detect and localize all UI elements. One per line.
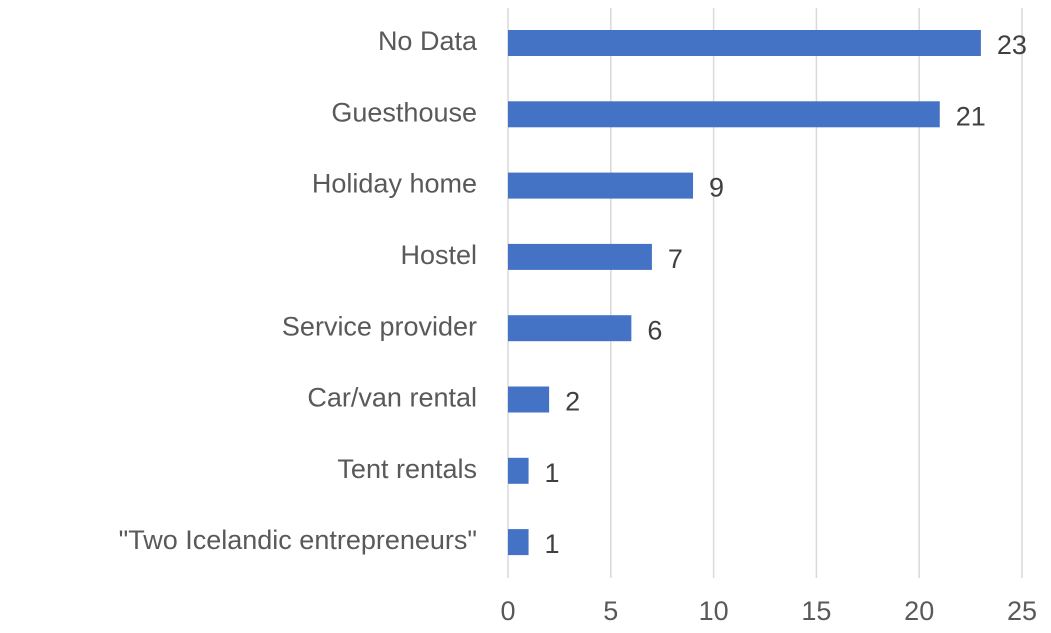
data-label: 21 bbox=[956, 101, 986, 131]
bar bbox=[508, 172, 694, 199]
data-label: 2 bbox=[565, 387, 580, 417]
x-tick-label: 10 bbox=[699, 596, 729, 626]
y-tick-label: Car/van rental bbox=[307, 383, 477, 413]
x-tick-label: 15 bbox=[801, 596, 831, 626]
bar bbox=[508, 30, 981, 56]
bar bbox=[508, 529, 529, 556]
y-tick-label: "Two Icelandic entrepreneurs" bbox=[119, 525, 477, 555]
y-tick-label: Tent rentals bbox=[337, 454, 477, 484]
y-tick-label: Hostel bbox=[400, 240, 477, 270]
y-tick-label: No Data bbox=[378, 26, 478, 56]
bar bbox=[508, 101, 940, 128]
bar bbox=[508, 243, 652, 270]
x-tick-label: 5 bbox=[603, 596, 618, 626]
x-tick-label: 25 bbox=[1007, 596, 1037, 626]
x-tick-label: 0 bbox=[500, 596, 515, 626]
bar bbox=[508, 315, 632, 342]
y-tick-label: Holiday home bbox=[312, 169, 477, 199]
x-tick-label: 20 bbox=[904, 596, 934, 626]
bar bbox=[508, 457, 529, 484]
data-label: 1 bbox=[545, 529, 560, 559]
data-label: 9 bbox=[709, 173, 724, 203]
data-label: 7 bbox=[668, 244, 683, 274]
y-tick-label: Guesthouse bbox=[331, 97, 477, 127]
data-label: 1 bbox=[545, 458, 560, 488]
y-tick-label: Service provider bbox=[282, 311, 477, 341]
data-label: 6 bbox=[647, 315, 662, 345]
bar bbox=[508, 386, 550, 413]
data-label: 23 bbox=[997, 30, 1027, 60]
